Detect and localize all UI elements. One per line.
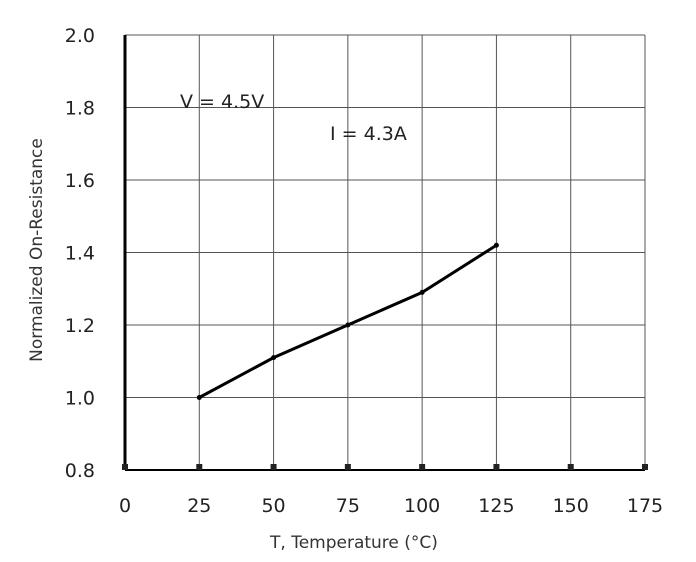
y-tick-label: 1.8 [65,98,95,120]
x-tick-label: 175 [627,495,663,517]
grid-lines [125,34,646,470]
x-tick-label: 75 [336,495,360,517]
y-tick-label: 2.0 [65,25,95,47]
annotation-vgs: V = 4.5V [180,91,264,113]
x-tick-label: 0 [119,495,131,517]
y-tick-label: 1.6 [65,170,95,192]
y-tick-label: 1.4 [65,243,95,265]
x-tick-mark [270,464,277,470]
x-tick-mark [493,464,500,470]
x-tick-mark [642,464,648,470]
y-tick-label: 1.2 [65,315,95,337]
y-tick-label: 0.8 [65,460,95,482]
x-tick-mark [344,464,351,470]
x-tick-mark [196,464,203,470]
data-point [345,322,351,328]
y-axis-title: Normalized On-Resistance [27,138,47,362]
data-point [196,395,202,400]
tick-labels: 0 25 50 75 100 125 150 175 0.8 1.0 1.2 1.4 1.6 1.8 2.0 [65,25,663,517]
data-series [196,242,499,400]
x-tick-mark [567,464,574,470]
data-point [493,242,499,248]
x-tick-label: 100 [404,495,440,517]
axes [123,35,646,471]
x-tick-mark [122,464,128,470]
annotation-id: I = 4.3A [330,123,407,145]
x-tick-label: 150 [553,495,589,517]
x-tick-label: 50 [261,495,285,517]
data-point [419,289,425,295]
x-tick-label: 25 [187,495,211,517]
data-point [271,355,277,361]
x-axis-title: T, Temperature (°C) [269,533,438,553]
y-tick-label: 1.0 [65,388,95,410]
x-tick-label: 125 [478,495,514,517]
x-tick-mark [419,464,426,470]
